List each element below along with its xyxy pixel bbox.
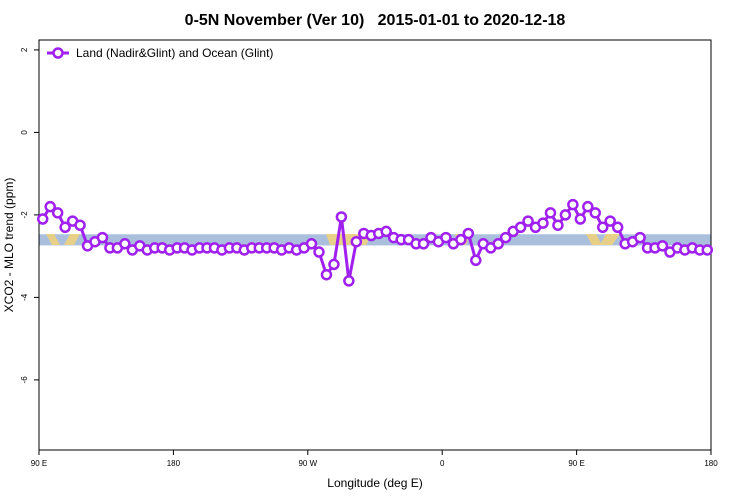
- plot-frame: [38, 39, 712, 451]
- band-highlight: [64, 234, 80, 245]
- data-point: [559, 209, 572, 221]
- x-tick-label: 180: [167, 459, 181, 468]
- data-point: [335, 211, 348, 223]
- data-point: [470, 254, 482, 267]
- data-point: [96, 231, 109, 244]
- data-point: [701, 244, 714, 256]
- data-point: [455, 233, 467, 246]
- y-tick-label: -4: [20, 293, 29, 301]
- data-point: [574, 213, 587, 225]
- legend-label: Land (Nadir&Glint) and Ocean (Glint): [76, 46, 273, 60]
- band-highlight: [586, 234, 602, 245]
- x-tick-label: 90 E: [31, 459, 47, 468]
- data-point: [119, 238, 131, 250]
- data-point: [492, 238, 504, 250]
- data-point: [611, 221, 624, 234]
- data-point: [544, 207, 557, 219]
- x-tick-label: 0: [440, 459, 445, 468]
- band-highlight: [46, 234, 60, 245]
- x-tick-label: 90 E: [568, 459, 584, 468]
- legend-marker: [52, 47, 64, 59]
- data-point: [537, 217, 549, 229]
- data-point: [380, 225, 392, 238]
- data-point: [343, 275, 355, 287]
- data-point: [462, 227, 475, 240]
- band-highlight: [600, 234, 620, 245]
- data-point: [36, 213, 49, 225]
- y-axis-label: XCO2 - MLO trend (ppm): [2, 178, 16, 313]
- y-tick-label: -6: [20, 376, 29, 384]
- data-point: [350, 235, 363, 248]
- y-tick-label: -2: [20, 211, 29, 219]
- data-point: [320, 268, 333, 281]
- data-point: [499, 231, 512, 244]
- data-point: [552, 219, 564, 231]
- data-point: [522, 215, 534, 227]
- y-tick-label: 0: [20, 130, 29, 135]
- data-point: [514, 221, 527, 234]
- data-point: [440, 231, 452, 244]
- data-point: [656, 240, 669, 252]
- data-point: [328, 258, 340, 271]
- y-tick-label: 2: [20, 47, 29, 52]
- x-axis-label: Longitude (deg E): [327, 476, 422, 490]
- data-point: [305, 238, 318, 250]
- x-tick-label: 180: [704, 459, 718, 468]
- data-point: [589, 207, 602, 219]
- data-point: [582, 200, 594, 213]
- x-tick-label: 90 W: [298, 459, 317, 468]
- data-point: [74, 219, 86, 231]
- data-point: [59, 221, 71, 234]
- data-point: [44, 200, 56, 213]
- data-point: [417, 238, 430, 250]
- data-point: [634, 231, 646, 244]
- data-point: [51, 207, 64, 219]
- chart-title: 0-5N November (Ver 10) 2015-01-01 to 202…: [185, 12, 566, 29]
- data-point: [313, 246, 325, 258]
- data-point: [567, 198, 579, 211]
- data-point: [596, 221, 609, 234]
- data-point: [604, 215, 616, 227]
